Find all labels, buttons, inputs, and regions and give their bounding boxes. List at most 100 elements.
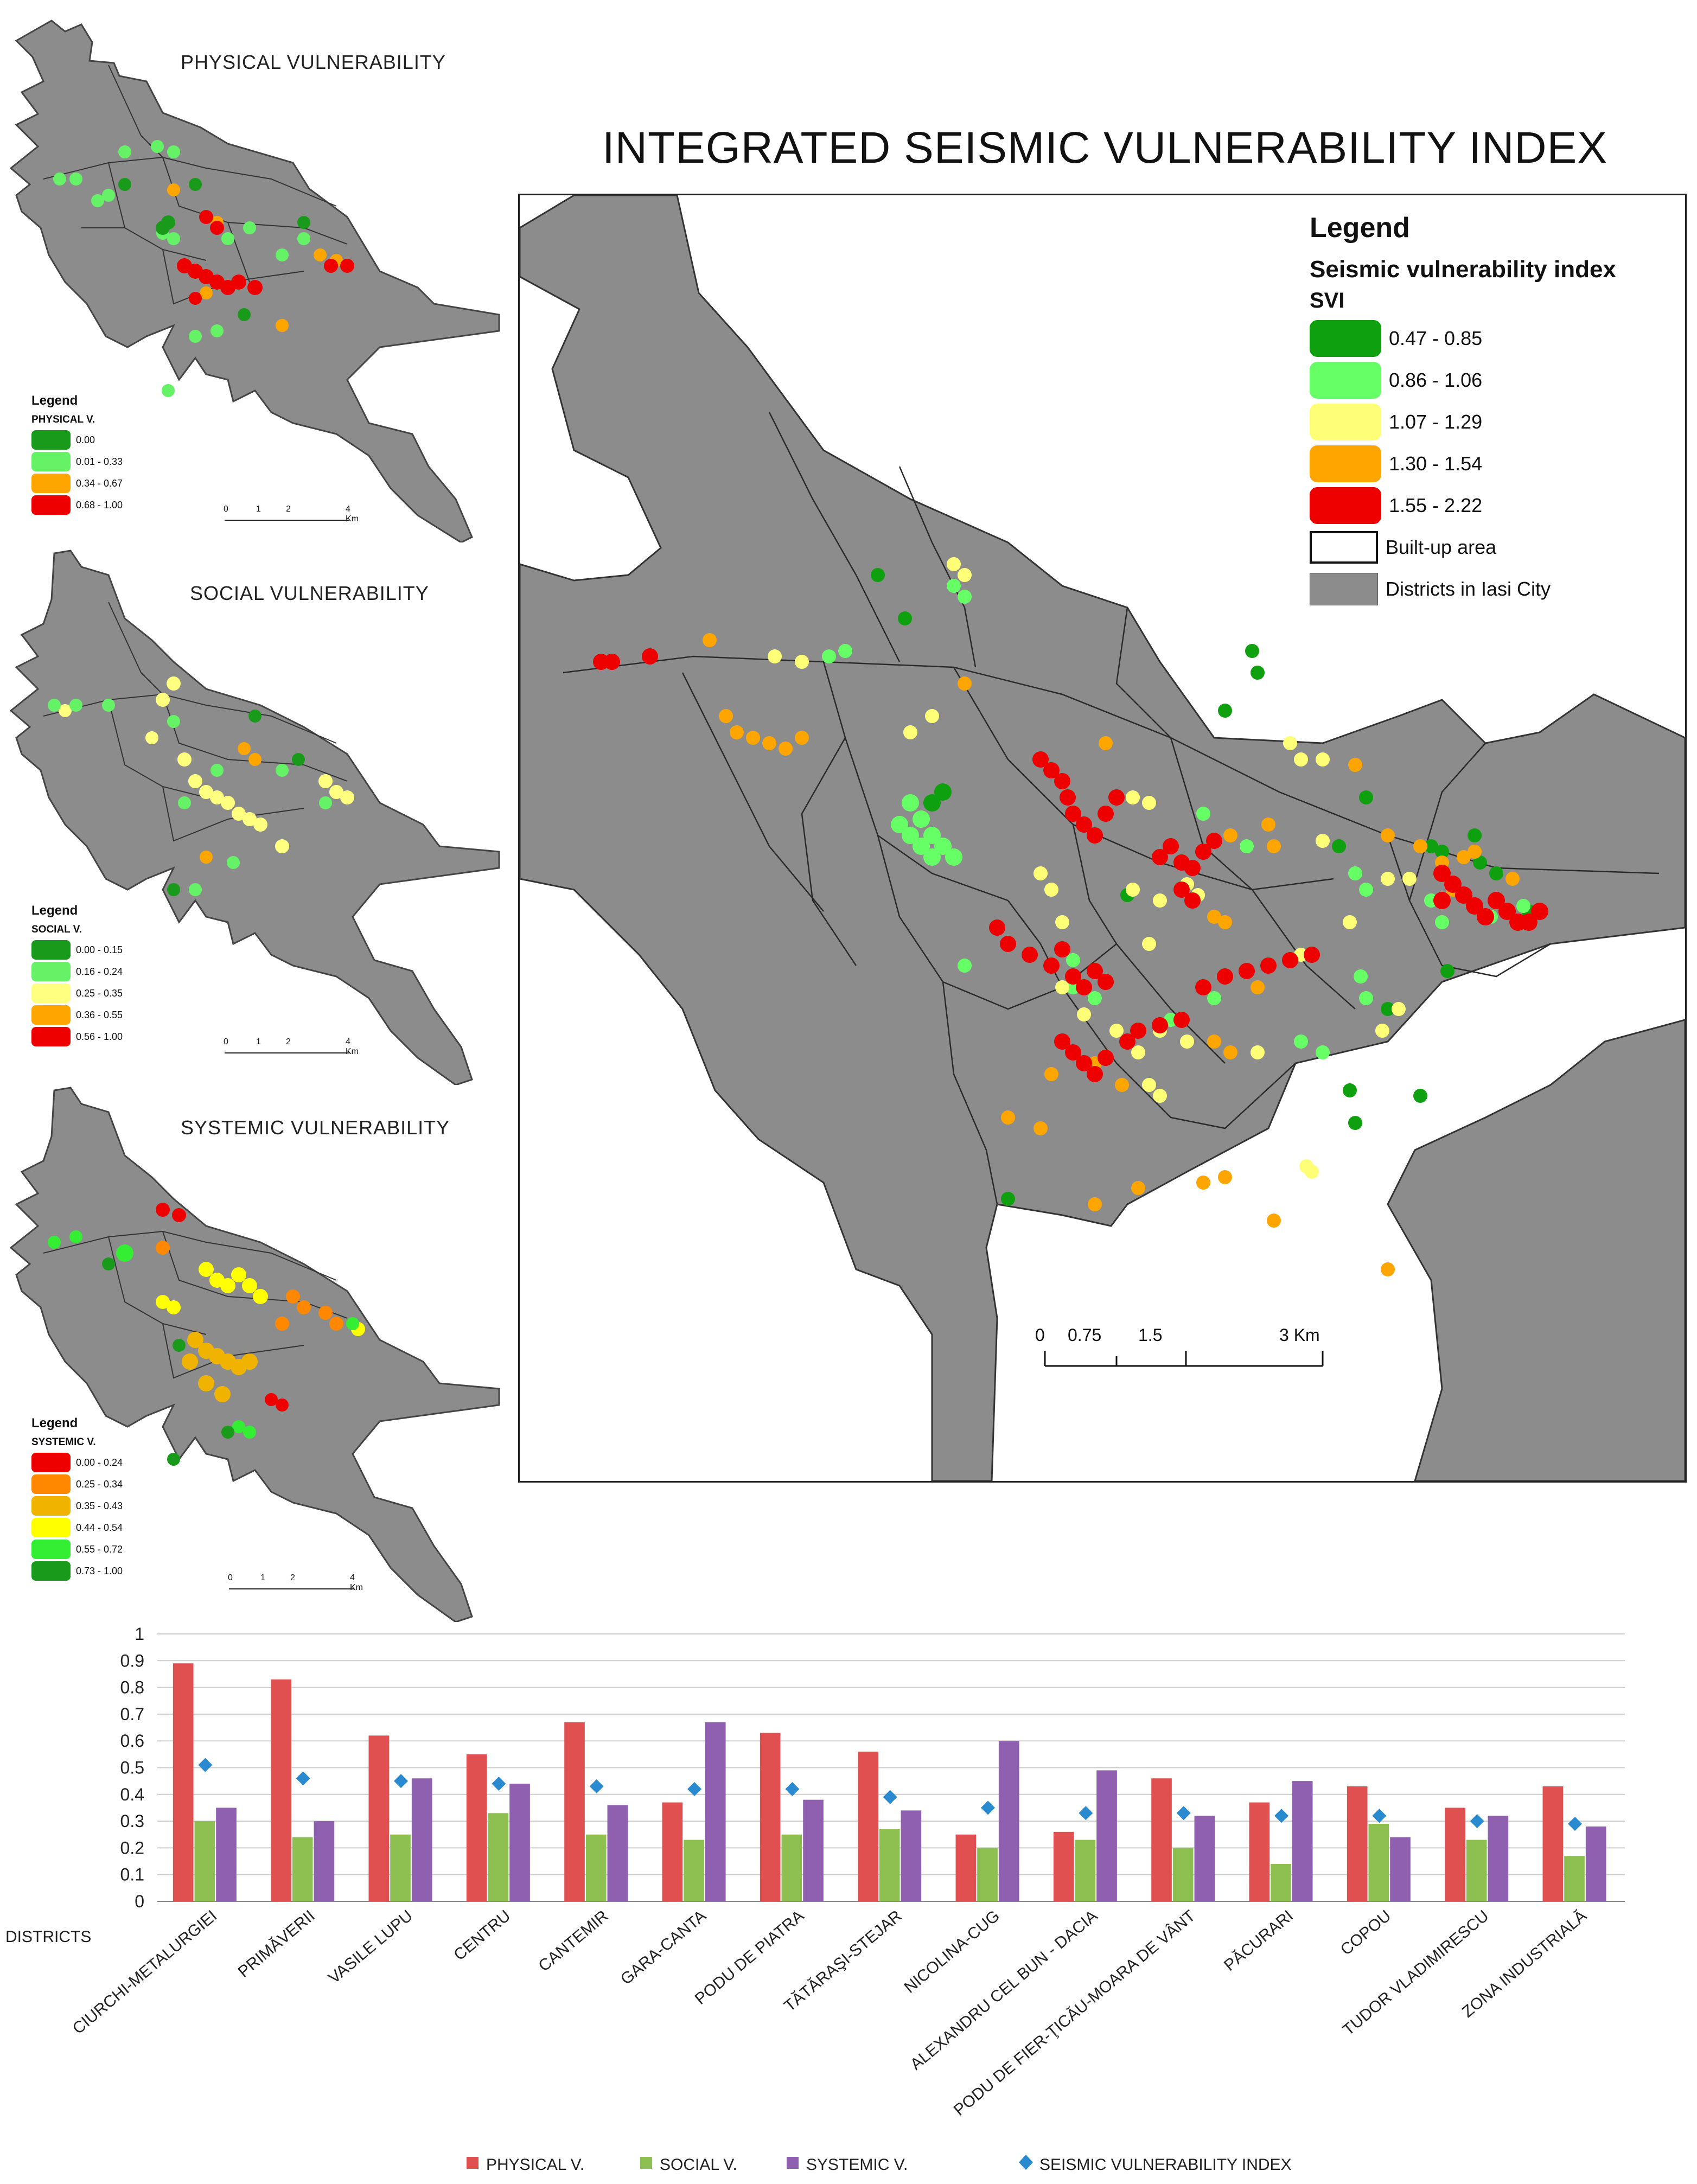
physical-swatch xyxy=(31,474,71,493)
bar-social-v- xyxy=(194,1821,215,1901)
bar-systemic-v- xyxy=(1488,1816,1509,1901)
systemic-swatch xyxy=(31,1518,71,1537)
systemic-legend-row: 0.44 - 0.54 xyxy=(31,1517,123,1538)
y-tick-label: 0.6 xyxy=(120,1731,144,1751)
physical-swatch xyxy=(31,495,71,515)
bar-systemic-v- xyxy=(1390,1837,1411,1901)
systemic-points-gold xyxy=(182,1332,258,1402)
main-legend-field: SVI xyxy=(1310,289,1345,312)
physical-points-green xyxy=(53,140,310,397)
svi-marker xyxy=(785,1781,800,1796)
legend-swatch xyxy=(467,2157,479,2169)
social-legend-title: Legend xyxy=(31,903,78,918)
physical-swatch xyxy=(31,452,71,471)
systemic-legend-row: 0.00 - 0.24 xyxy=(31,1452,123,1473)
bar-social-v- xyxy=(1564,1856,1585,1901)
main-legend-row: 0.47 - 0.85 xyxy=(1310,317,1616,359)
systemic-legend-label: 0.25 - 0.34 xyxy=(76,1478,123,1490)
bar-social-v- xyxy=(585,1834,607,1901)
bar-social-v- xyxy=(977,1848,998,1901)
systemic-legend-row: 0.55 - 0.72 xyxy=(31,1538,123,1560)
x-tick-label: PRIMĂVERII xyxy=(235,1907,318,1981)
chart-y-ticks: 0 0.1 0.2 0.3 0.4 0.5 0.6 0.7 0.8 0.9 1 xyxy=(120,1624,144,1911)
main-legend-row: 0.86 - 1.06 xyxy=(1310,359,1616,401)
svi-marker xyxy=(394,1774,409,1789)
chart-x-labels: CIURCHI-METALURGIEI PRIMĂVERII VASILE LUPU… xyxy=(69,1907,1590,2119)
main-legend-title: Legend xyxy=(1310,212,1410,244)
social-legend-row: 0.00 - 0.15 xyxy=(31,939,123,961)
x-tick-label: PĂCURARI xyxy=(1221,1907,1297,1975)
bar-physical-v- xyxy=(1445,1808,1465,1901)
bar-systemic-v- xyxy=(1096,1770,1117,1901)
social-swatch xyxy=(31,984,71,1003)
bar-systemic-v- xyxy=(1194,1816,1215,1901)
bar-social-v- xyxy=(781,1834,802,1901)
social-legend-label: 0.16 - 0.24 xyxy=(76,966,123,977)
scale-label: 1 xyxy=(256,505,261,514)
systemic-legend-row: 0.73 - 1.00 xyxy=(31,1560,123,1582)
svi-swatch xyxy=(1310,320,1381,357)
y-tick-label: 0.5 xyxy=(120,1758,144,1778)
legend-swatch xyxy=(640,2157,652,2169)
bar-physical-v- xyxy=(173,1663,194,1901)
legend-swatch xyxy=(1019,2155,1033,2170)
systemic-swatch xyxy=(31,1540,71,1559)
bar-physical-v- xyxy=(466,1754,487,1901)
bar-systemic-v- xyxy=(1292,1781,1313,1901)
systemic-swatch xyxy=(31,1474,71,1494)
systemic-points-red xyxy=(156,1203,289,1412)
legend-label: SOCIAL V. xyxy=(660,2156,737,2174)
y-tick-label: 0 xyxy=(135,1892,144,1911)
systemic-legend-label: 0.55 - 0.72 xyxy=(76,1543,123,1555)
systemic-swatch xyxy=(31,1561,71,1581)
systemic-internal-boundaries xyxy=(43,1230,348,1379)
svi-marker xyxy=(1274,1809,1289,1823)
scale-label: 4 Km xyxy=(346,1037,359,1056)
main-scale-label: 0 xyxy=(1035,1325,1045,1345)
social-points-orange xyxy=(200,742,261,864)
bar-systemic-v- xyxy=(901,1810,922,1901)
main-legend-row: 1.30 - 1.54 xyxy=(1310,443,1616,484)
y-tick-label: 0.2 xyxy=(120,1838,144,1857)
chart-bars xyxy=(173,1663,1606,1901)
svi-swatch xyxy=(1310,361,1381,399)
svi-marker xyxy=(589,1779,604,1794)
y-tick-label: 0.3 xyxy=(120,1811,144,1831)
physical-legend-row: 0.68 - 1.00 xyxy=(31,494,123,516)
bar-systemic-v- xyxy=(803,1799,824,1901)
physical-legend-subtitle: PHYSICAL V. xyxy=(31,414,95,425)
systemic-swatch xyxy=(31,1453,71,1472)
scale-label: 4 Km xyxy=(346,505,359,523)
main-title: INTEGRATED SEISMIC VULNERABILITY INDEX xyxy=(602,123,1608,173)
y-tick-label: 0.1 xyxy=(120,1865,144,1885)
bar-physical-v- xyxy=(1542,1786,1564,1901)
svi-points-orange xyxy=(703,633,1520,1276)
physical-points-red xyxy=(177,210,354,305)
district-vulnerability-chart: 0 0.1 0.2 0.3 0.4 0.5 0.6 0.7 0.8 0.9 1 CIURCHI-ME… xyxy=(5,1624,1625,2174)
systemic-points-green xyxy=(48,1230,359,1439)
social-scale-bar: 0 1 2 4 Km xyxy=(224,1037,359,1059)
bar-social-v- xyxy=(1271,1863,1291,1901)
bar-social-v- xyxy=(684,1840,704,1901)
main-scale-label: 3 Km xyxy=(1279,1325,1320,1345)
bar-physical-v- xyxy=(1347,1786,1368,1901)
scale-label: 1 xyxy=(256,1037,261,1046)
physical-legend: Legend PHYSICAL V. 0.00 0.01 - 0.33 0.34… xyxy=(31,393,123,516)
svi-marker xyxy=(981,1800,996,1815)
scale-label: 2 xyxy=(286,1037,291,1046)
physical-map-title: PHYSICAL VULNERABILITY xyxy=(181,51,446,73)
main-scale-bar: 0 0.75 1.5 3 Km xyxy=(1035,1325,1324,1367)
svi-marker xyxy=(198,1758,213,1772)
svi-marker xyxy=(1470,1814,1484,1829)
physical-points-darkgreen xyxy=(118,178,310,321)
y-tick-label: 0.4 xyxy=(120,1785,144,1804)
x-tick-label: GARA-CANTA xyxy=(617,1907,710,1988)
physical-vulnerability-map xyxy=(9,20,500,542)
bar-social-v- xyxy=(390,1834,411,1901)
chart-x-axis-label: DISTRICTS xyxy=(5,1928,91,1946)
main-legend-label: 1.55 - 2.22 xyxy=(1389,494,1483,516)
physical-swatch xyxy=(31,430,71,450)
x-tick-label: CENTRU xyxy=(450,1907,514,1964)
main-legend-label: 1.30 - 1.54 xyxy=(1389,452,1483,475)
main-map-canvas: 0 0.75 1.5 3 Km xyxy=(520,195,1685,1481)
